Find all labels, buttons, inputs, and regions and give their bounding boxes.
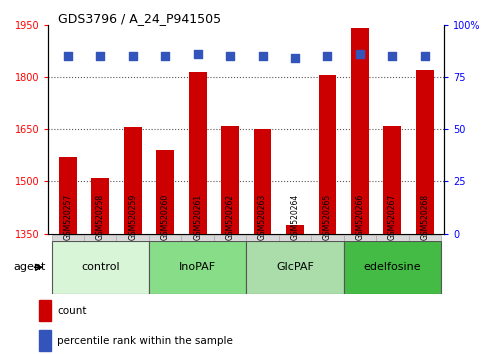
Bar xyxy=(52,235,84,241)
Text: count: count xyxy=(57,306,86,316)
Text: GSM520257: GSM520257 xyxy=(63,194,72,240)
Bar xyxy=(311,235,344,241)
Text: agent: agent xyxy=(14,262,46,272)
Bar xyxy=(39,330,51,351)
Bar xyxy=(149,235,182,241)
Point xyxy=(324,53,331,59)
Text: GSM520259: GSM520259 xyxy=(128,194,137,240)
Text: GSM520260: GSM520260 xyxy=(161,194,170,240)
Bar xyxy=(286,225,304,234)
Bar xyxy=(149,241,246,294)
Bar xyxy=(384,126,401,234)
Bar xyxy=(246,235,279,241)
Point xyxy=(291,55,299,61)
Text: GSM520268: GSM520268 xyxy=(420,194,429,240)
Text: GSM520265: GSM520265 xyxy=(323,194,332,240)
Text: GSM520262: GSM520262 xyxy=(226,194,235,240)
Bar xyxy=(344,241,441,294)
Bar xyxy=(52,241,149,294)
Bar xyxy=(39,300,51,321)
Bar xyxy=(214,235,246,241)
Bar xyxy=(124,127,142,234)
Text: control: control xyxy=(81,262,120,272)
Text: GSM520267: GSM520267 xyxy=(388,194,397,240)
Bar xyxy=(254,129,271,234)
Bar xyxy=(182,235,214,241)
Bar xyxy=(416,70,434,234)
Bar xyxy=(279,235,311,241)
Point xyxy=(226,53,234,59)
Bar xyxy=(344,235,376,241)
Text: GSM520264: GSM520264 xyxy=(291,194,299,240)
Text: GlcPAF: GlcPAF xyxy=(276,262,314,272)
Text: GSM520261: GSM520261 xyxy=(193,194,202,240)
Bar xyxy=(319,75,337,234)
Bar xyxy=(91,178,109,234)
Bar xyxy=(189,72,207,234)
Point xyxy=(97,53,104,59)
Point xyxy=(194,51,201,57)
Point xyxy=(129,53,137,59)
Text: percentile rank within the sample: percentile rank within the sample xyxy=(57,336,233,346)
Bar xyxy=(116,235,149,241)
Bar xyxy=(376,235,409,241)
Bar xyxy=(156,150,174,234)
Bar xyxy=(84,235,116,241)
Point xyxy=(64,53,71,59)
Text: GSM520266: GSM520266 xyxy=(355,194,365,240)
Bar xyxy=(246,241,344,294)
Point xyxy=(259,53,267,59)
Text: edelfosine: edelfosine xyxy=(364,262,421,272)
Text: GSM520263: GSM520263 xyxy=(258,194,267,240)
Bar xyxy=(221,126,239,234)
Bar xyxy=(351,28,369,234)
Text: GDS3796 / A_24_P941505: GDS3796 / A_24_P941505 xyxy=(58,12,221,25)
Bar xyxy=(59,157,77,234)
Text: InoPAF: InoPAF xyxy=(179,262,216,272)
Point xyxy=(161,53,169,59)
Point xyxy=(421,53,429,59)
Point xyxy=(388,53,396,59)
Text: GSM520258: GSM520258 xyxy=(96,194,105,240)
Point xyxy=(356,51,364,57)
Bar xyxy=(409,235,441,241)
